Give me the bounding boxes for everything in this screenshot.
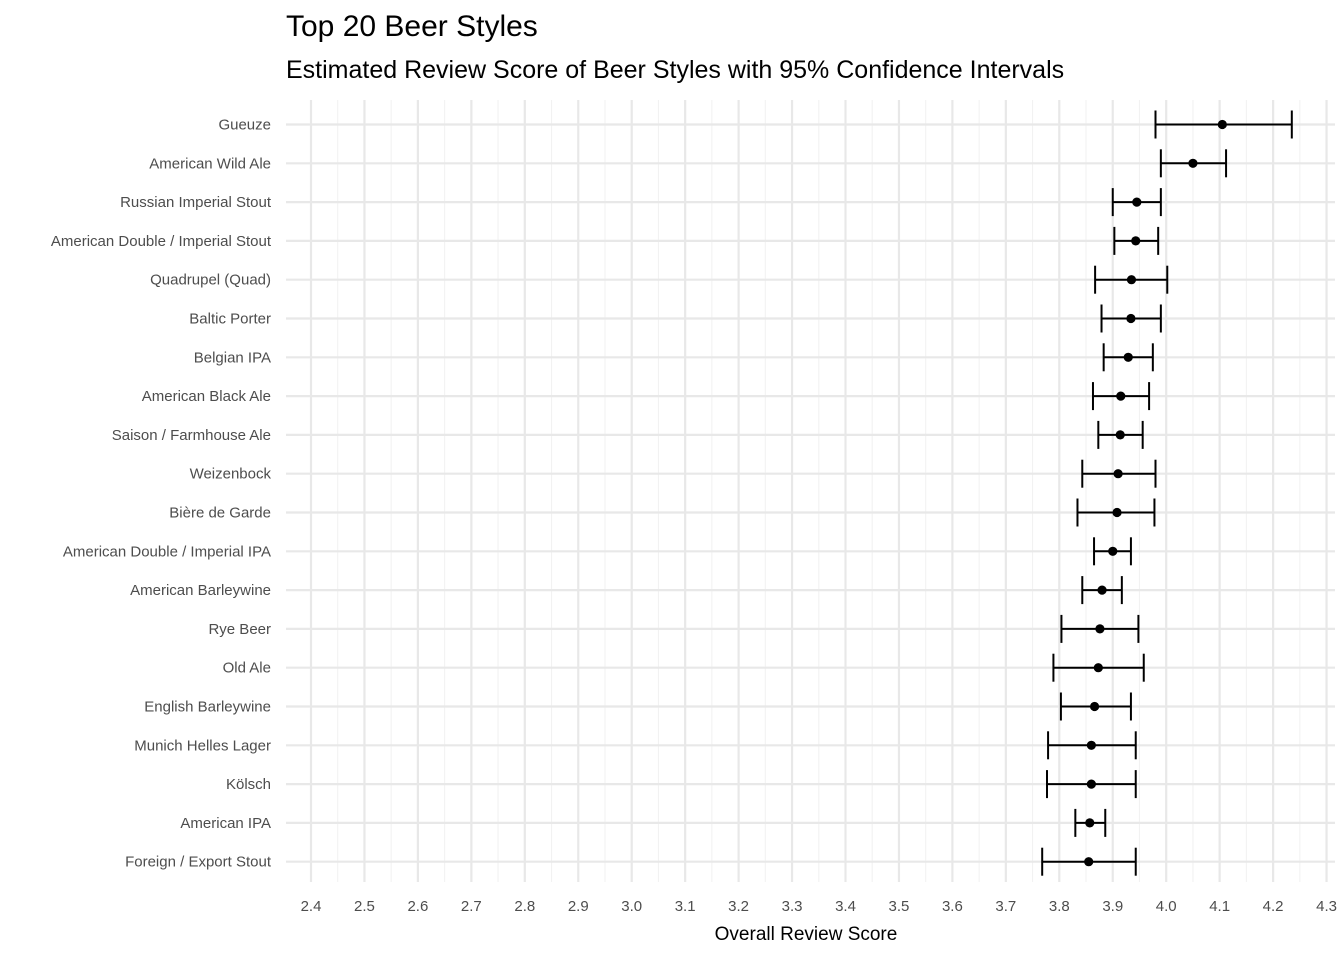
estimate-point bbox=[1086, 740, 1096, 750]
x-tick-label: 2.9 bbox=[568, 898, 589, 915]
x-tick-label: 3.6 bbox=[942, 898, 963, 915]
estimate-point bbox=[1113, 469, 1123, 479]
estimate-point bbox=[1086, 779, 1096, 789]
y-category-label: American Black Ale bbox=[142, 388, 271, 405]
x-tick-label: 3.2 bbox=[728, 898, 749, 915]
estimate-point bbox=[1116, 391, 1126, 401]
x-tick-label: 4.0 bbox=[1156, 898, 1177, 915]
y-category-label: Rye Beer bbox=[208, 621, 271, 638]
estimate-point bbox=[1112, 507, 1122, 518]
y-category-label: American Wild Ale bbox=[149, 155, 271, 172]
x-axis-title: Overall Review Score bbox=[715, 924, 898, 945]
estimate-point bbox=[1132, 197, 1142, 207]
x-axis-labels: 2.4 2.5 2.6 2.7 2.8 2.9 3.0 3.1 3.2 3.3 3.4 3.5 3.6 3… bbox=[301, 898, 1337, 915]
estimate-point bbox=[1108, 546, 1118, 556]
estimate-point bbox=[1085, 818, 1095, 828]
y-category-label: Quadrupel (Quad) bbox=[150, 272, 271, 289]
estimate-point bbox=[1093, 663, 1103, 673]
x-tick-label: 3.5 bbox=[889, 898, 910, 915]
y-category-label: Gueuze bbox=[218, 117, 271, 134]
x-tick-label: 2.8 bbox=[514, 898, 535, 915]
x-tick-label: 4.2 bbox=[1263, 898, 1284, 915]
y-category-label: American Double / Imperial IPA bbox=[63, 543, 271, 560]
estimate-point bbox=[1115, 430, 1125, 440]
marks bbox=[1041, 110, 1293, 876]
x-tick-label: 2.6 bbox=[407, 898, 428, 915]
y-category-label: Foreign / Export Stout bbox=[125, 854, 272, 871]
estimate-point bbox=[1123, 352, 1133, 362]
estimate-point bbox=[1131, 236, 1141, 246]
y-category-label: American Double / Imperial Stout bbox=[51, 233, 272, 250]
x-tick-label: 3.4 bbox=[835, 898, 856, 915]
x-tick-label: 4.1 bbox=[1209, 898, 1230, 915]
estimate-point bbox=[1126, 275, 1137, 285]
x-tick-label: 2.5 bbox=[354, 898, 375, 915]
y-category-label: Bière de Garde bbox=[169, 505, 271, 522]
y-category-label: Saison / Farmhouse Ale bbox=[112, 427, 271, 444]
estimate-point bbox=[1097, 585, 1107, 595]
y-category-label: Belgian IPA bbox=[194, 349, 271, 366]
x-tick-label: 3.9 bbox=[1102, 898, 1123, 915]
x-tick-label: 3.3 bbox=[782, 898, 803, 915]
y-category-label: Baltic Porter bbox=[189, 311, 271, 328]
y-category-label: Munich Helles Lager bbox=[134, 737, 271, 754]
y-category-label: Old Ale bbox=[223, 660, 271, 677]
y-category-label: American IPA bbox=[180, 815, 271, 832]
estimate-point bbox=[1217, 119, 1227, 130]
x-tick-label: 3.1 bbox=[675, 898, 696, 915]
y-category-label: American Barleywine bbox=[130, 582, 271, 599]
chart-title: Top 20 Beer Styles bbox=[286, 10, 538, 43]
chart-subtitle: Estimated Review Score of Beer Styles wi… bbox=[286, 56, 1065, 84]
estimate-point bbox=[1126, 313, 1136, 324]
y-category-label: Weizenbock bbox=[190, 466, 272, 483]
y-category-label: English Barleywine bbox=[144, 699, 271, 716]
x-tick-label: 2.7 bbox=[461, 898, 482, 915]
x-tick-label: 3.7 bbox=[995, 898, 1016, 915]
x-tick-label: 3.8 bbox=[1049, 898, 1070, 915]
y-category-label: Russian Imperial Stout bbox=[120, 194, 272, 211]
y-axis-labels: Gueuze American Wild Ale Russian Imperial … bbox=[51, 117, 272, 871]
estimate-point bbox=[1188, 158, 1198, 168]
x-tick-label: 3.0 bbox=[621, 898, 642, 915]
grid bbox=[286, 100, 1335, 882]
estimate-point bbox=[1095, 624, 1105, 634]
estimate-point bbox=[1089, 701, 1100, 712]
y-category-label: Kölsch bbox=[226, 776, 271, 793]
x-tick-label: 4.3 bbox=[1316, 898, 1337, 915]
x-tick-label: 2.4 bbox=[301, 898, 322, 915]
estimate-point bbox=[1084, 857, 1094, 867]
